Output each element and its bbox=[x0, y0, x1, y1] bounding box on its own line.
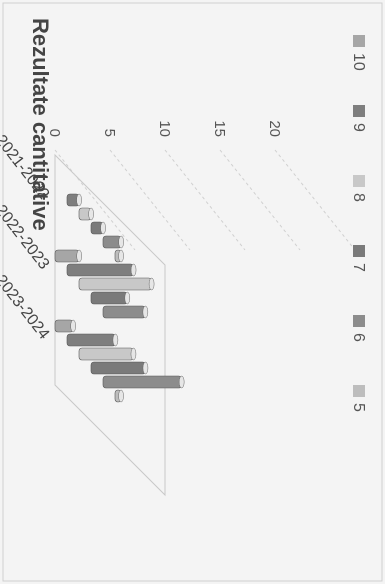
bar bbox=[66, 263, 134, 277]
bar-cap bbox=[178, 375, 185, 389]
bar-cap bbox=[130, 347, 137, 361]
bar bbox=[78, 277, 152, 291]
y-tick-label: 10 bbox=[156, 120, 173, 137]
bar-cap bbox=[142, 305, 149, 319]
floor-outline bbox=[54, 153, 166, 497]
legend-swatch bbox=[353, 245, 365, 257]
bar-cap bbox=[142, 361, 149, 375]
y-tick-label: 0 bbox=[46, 129, 63, 137]
bar bbox=[78, 347, 134, 361]
y-tick-label: 5 bbox=[101, 129, 118, 137]
legend-label: 8 bbox=[350, 193, 367, 202]
bar bbox=[90, 361, 146, 375]
legend-swatch bbox=[353, 385, 365, 397]
chart-title: Rezultate cantitative bbox=[28, 18, 53, 231]
bar-cap bbox=[124, 291, 131, 305]
bar-cap bbox=[118, 389, 124, 403]
legend-label: 5 bbox=[350, 403, 367, 412]
plot-area bbox=[54, 149, 356, 497]
legend-swatch bbox=[353, 315, 365, 327]
y-tick-label: 20 bbox=[266, 120, 283, 137]
bar-cap bbox=[148, 277, 155, 291]
bar-cap bbox=[112, 333, 119, 347]
legend-swatch bbox=[353, 105, 365, 117]
legend-label: 9 bbox=[350, 123, 367, 132]
legend: 10 9 8 7 6 5 bbox=[350, 35, 367, 412]
bar-cap bbox=[100, 221, 106, 235]
bar-cap bbox=[76, 193, 82, 207]
legend-label: 10 bbox=[350, 53, 367, 71]
bar bbox=[54, 249, 80, 263]
legend-label: 7 bbox=[350, 263, 367, 272]
bar bbox=[66, 333, 116, 347]
bar bbox=[102, 375, 182, 389]
legend-swatch bbox=[353, 175, 365, 187]
bar-cap bbox=[70, 319, 76, 333]
bar-cap bbox=[130, 263, 137, 277]
bar bbox=[90, 291, 128, 305]
y-axis: 0 5 10 15 20 bbox=[46, 120, 283, 137]
bar-cap bbox=[118, 235, 124, 249]
legend-swatch bbox=[353, 35, 365, 47]
legend-label: 6 bbox=[350, 333, 367, 342]
bar bbox=[102, 305, 146, 319]
bar-cap bbox=[88, 207, 94, 221]
y-tick-label: 15 bbox=[211, 120, 228, 137]
bar-cap bbox=[76, 249, 82, 263]
bar-cap bbox=[118, 249, 124, 263]
